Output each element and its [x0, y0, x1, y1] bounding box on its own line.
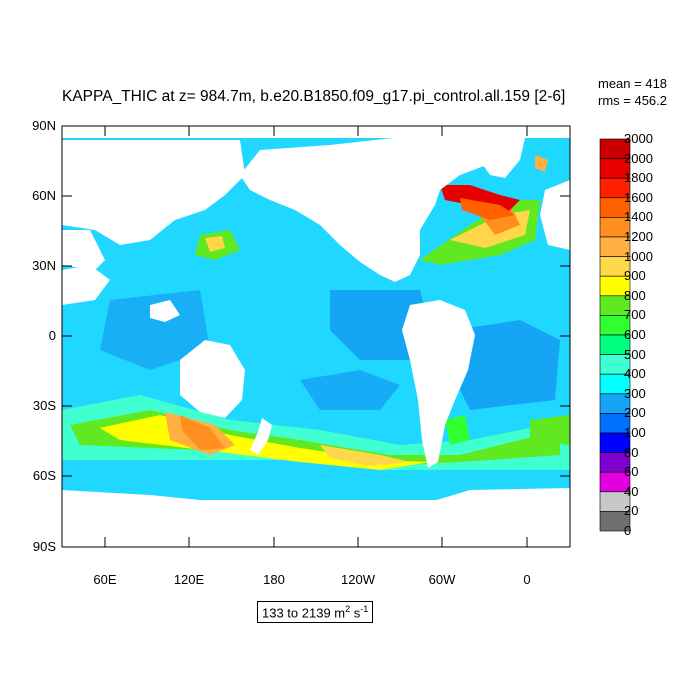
range-unit-sup1: 2: [345, 604, 351, 614]
lat-label-60n: 60N: [32, 188, 56, 203]
land-indonesia: [150, 300, 180, 322]
lon-label-120w: 120W: [341, 572, 375, 587]
land-north-america: [240, 135, 520, 282]
land-greenland: [470, 138, 525, 178]
colorbar-label: 600: [624, 327, 646, 342]
colorbar-label: 60: [624, 464, 639, 480]
range-label: 133 to 2139 m2 s-1: [257, 601, 374, 624]
colorbar-label: 0: [624, 523, 632, 538]
lat-label-0: 0: [48, 328, 56, 343]
labrador-1600: [460, 198, 515, 220]
land-india: [62, 230, 105, 270]
colorbar-label: 1200: [624, 229, 653, 244]
range-unit-sup2: -1: [360, 604, 369, 614]
lon-label-120e: 120E: [173, 572, 205, 587]
ocean-field: [62, 126, 570, 547]
lat-label-90s: 90S: [32, 539, 56, 554]
land-asia: [62, 140, 245, 245]
colorbar-label: 40: [624, 483, 639, 499]
land-antarctica-edge: [62, 488, 570, 510]
lat-label-90n: 90N: [32, 118, 56, 133]
colorbar-label: 20: [624, 503, 639, 519]
colorbar-label: 700: [624, 307, 646, 323]
land-antarctica: [62, 500, 570, 547]
contour-300-indian: [100, 290, 210, 370]
colorbar-label: 800: [624, 287, 646, 303]
agulhas-700: [530, 415, 570, 445]
lon-label-60e: 60E: [93, 572, 117, 587]
colorbar-label: 400: [624, 366, 646, 382]
colorbar-label: 1400: [624, 209, 653, 225]
colorbar-label: 100: [624, 425, 646, 440]
lon-label-60w: 60W: [428, 572, 456, 587]
acc-band-1000: [320, 445, 410, 466]
range-text: 133 to 2139 m: [262, 605, 346, 621]
lon-ticks: [104, 126, 528, 547]
colorbar-label: 1800: [624, 170, 653, 186]
land-masses: [62, 126, 570, 547]
lat-label-30n: 30N: [32, 258, 56, 273]
contour-300-south-pacific: [300, 370, 400, 410]
land-africa-east: [62, 265, 110, 305]
acc-band-400: [62, 395, 570, 470]
land-eurasia-arctic: [62, 126, 570, 138]
lat-label-30s: 30S: [32, 398, 56, 413]
colorbar-label: 300: [624, 385, 646, 401]
colorbar-swatch: [599, 511, 631, 532]
colorbar-label: 900: [624, 268, 646, 284]
colorbar: [599, 138, 631, 532]
page-title: KAPPA_THIC at z= 984.7m, b.e20.B1850.f09…: [62, 88, 566, 105]
contour-300-south-atlantic: [450, 320, 560, 410]
lon-label-180: 180: [263, 572, 285, 587]
land-new-zealand: [250, 418, 272, 455]
nordic-1200: [535, 155, 548, 172]
lat-label-60s: 60S: [32, 468, 56, 483]
colorbar-label: 200: [624, 405, 646, 421]
colorbar-label: 1000: [624, 248, 653, 264]
brazil-700: [445, 415, 470, 445]
acc-band-1400: [180, 415, 225, 450]
kuroshio-1000: [205, 236, 225, 252]
land-asia-europe-east: [540, 180, 570, 250]
colorbar-label: 500: [624, 346, 646, 362]
colorbar-label: 3000: [624, 131, 653, 146]
land-australia: [180, 340, 245, 418]
stat-rms: rms = 456.2: [598, 93, 668, 108]
range-unit-mid: s: [350, 605, 361, 621]
colorbar-label: 1600: [624, 189, 653, 205]
contour-300-east-pacific: [330, 290, 430, 360]
lon-label-0: 0: [523, 572, 531, 587]
stat-mean: mean = 418: [598, 76, 668, 91]
colorbar-label: 2000: [624, 150, 653, 166]
lat-ticks: [62, 125, 570, 548]
colorbar-label: 80: [624, 444, 639, 460]
land-south-america: [402, 300, 475, 468]
